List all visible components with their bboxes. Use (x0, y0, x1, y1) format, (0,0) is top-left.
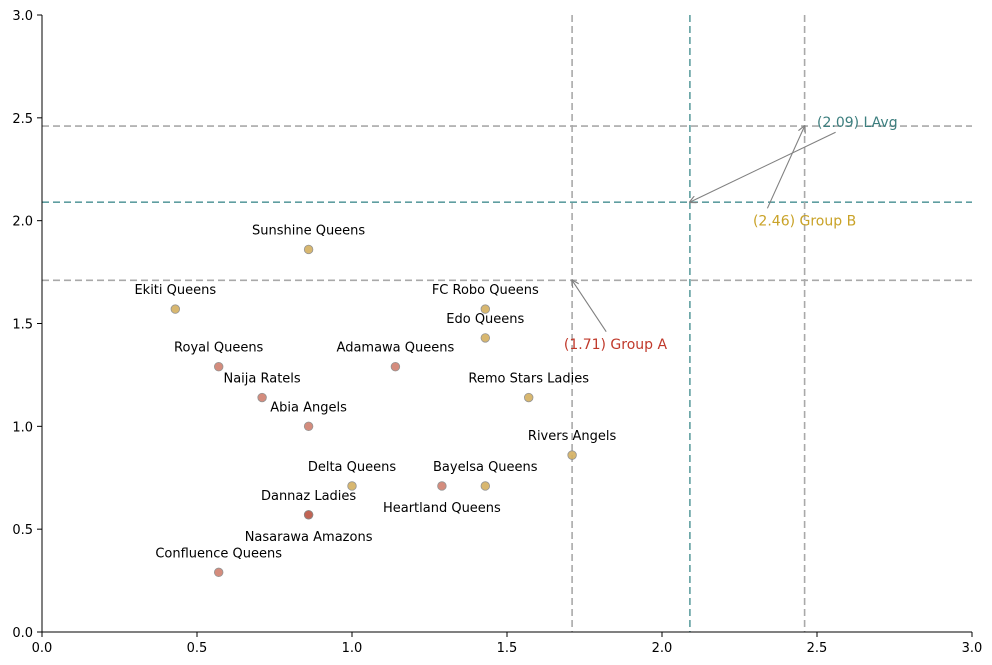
data-point-6 (257, 392, 267, 403)
data-point-11 (480, 481, 491, 491)
data-point-7 (524, 392, 534, 403)
axes: 0.0 0.5 1.0 1.5 2.0 2.5 3.0 0.0 0.5 1.0 1.5 2.0 2.5 3… (12, 9, 982, 656)
annotation-label-0: (1.71) Group A (564, 337, 668, 353)
data-point-10 (347, 481, 357, 491)
data-points (170, 244, 577, 578)
point-label-10: Delta Queens (308, 460, 397, 475)
annotation-arrow-0 (572, 280, 607, 333)
data-point-0 (303, 244, 314, 255)
data-point-15 (213, 567, 224, 578)
reference-lines (42, 15, 972, 632)
y-tick-label-0: 0.0 (12, 626, 33, 641)
x-tick-label-2: 1.0 (342, 641, 363, 656)
x-tick-label-4: 2.0 (652, 641, 673, 656)
point-label-1: Ekiti Queens (134, 283, 216, 298)
point-label-8: Abia Angels (270, 400, 347, 415)
annotation-label-1: (2.09) LAvg (817, 115, 898, 131)
annotation-label-2: (2.46) Group B (753, 214, 856, 230)
point-label-2: FC Robo Queens (432, 283, 539, 298)
x-tick-label-5: 2.5 (807, 641, 828, 656)
point-label-0: Sunshine Queens (252, 223, 365, 238)
data-point-5 (390, 361, 401, 372)
annotations: (1.71) Group A (2.09) LAvg (2.46) Group B (564, 115, 898, 353)
point-label-12: Heartland Queens (383, 501, 501, 516)
data-point-8 (303, 421, 314, 432)
point-label-4: Royal Queens (174, 341, 264, 356)
y-tick-label-3: 1.5 (12, 318, 33, 333)
point-label-11: Bayelsa Queens (433, 460, 538, 475)
point-label-14: Nasarawa Amazons (245, 530, 373, 545)
y-tick-label-4: 2.0 (12, 215, 33, 230)
data-point-3 (480, 333, 491, 343)
point-label-6: Naija Ratels (223, 372, 300, 387)
point-label-3: Edo Queens (446, 312, 524, 327)
y-tick-label-6: 3.0 (12, 9, 33, 24)
point-labels: Sunshine Queens Ekiti Queens FC Robo Queen… (134, 223, 616, 561)
data-point-2 (480, 304, 491, 314)
y-tick-label-1: 0.5 (12, 523, 33, 538)
point-label-15: Confluence Queens (155, 546, 282, 561)
point-label-13: Dannaz Ladies (261, 489, 356, 504)
x-tick-label-0: 0.0 (32, 641, 53, 656)
data-point-12 (437, 481, 447, 491)
y-tick-label-5: 2.5 (12, 112, 33, 127)
point-label-5: Adamawa Queens (337, 341, 455, 356)
point-label-9: Rivers Angels (528, 429, 617, 444)
data-point-14 (303, 510, 314, 520)
data-point-9 (567, 450, 577, 460)
x-tick-label-6: 3.0 (962, 641, 983, 656)
data-point-1 (170, 304, 181, 314)
data-point-4 (213, 361, 224, 372)
annotation-arrow-2 (766, 126, 804, 209)
y-tick-label-2: 1.0 (12, 420, 33, 435)
point-label-7: Remo Stars Ladies (468, 372, 589, 387)
x-tick-label-3: 1.5 (497, 641, 518, 656)
annotation-arrow-1 (690, 131, 836, 202)
x-tick-label-1: 0.5 (187, 641, 208, 656)
